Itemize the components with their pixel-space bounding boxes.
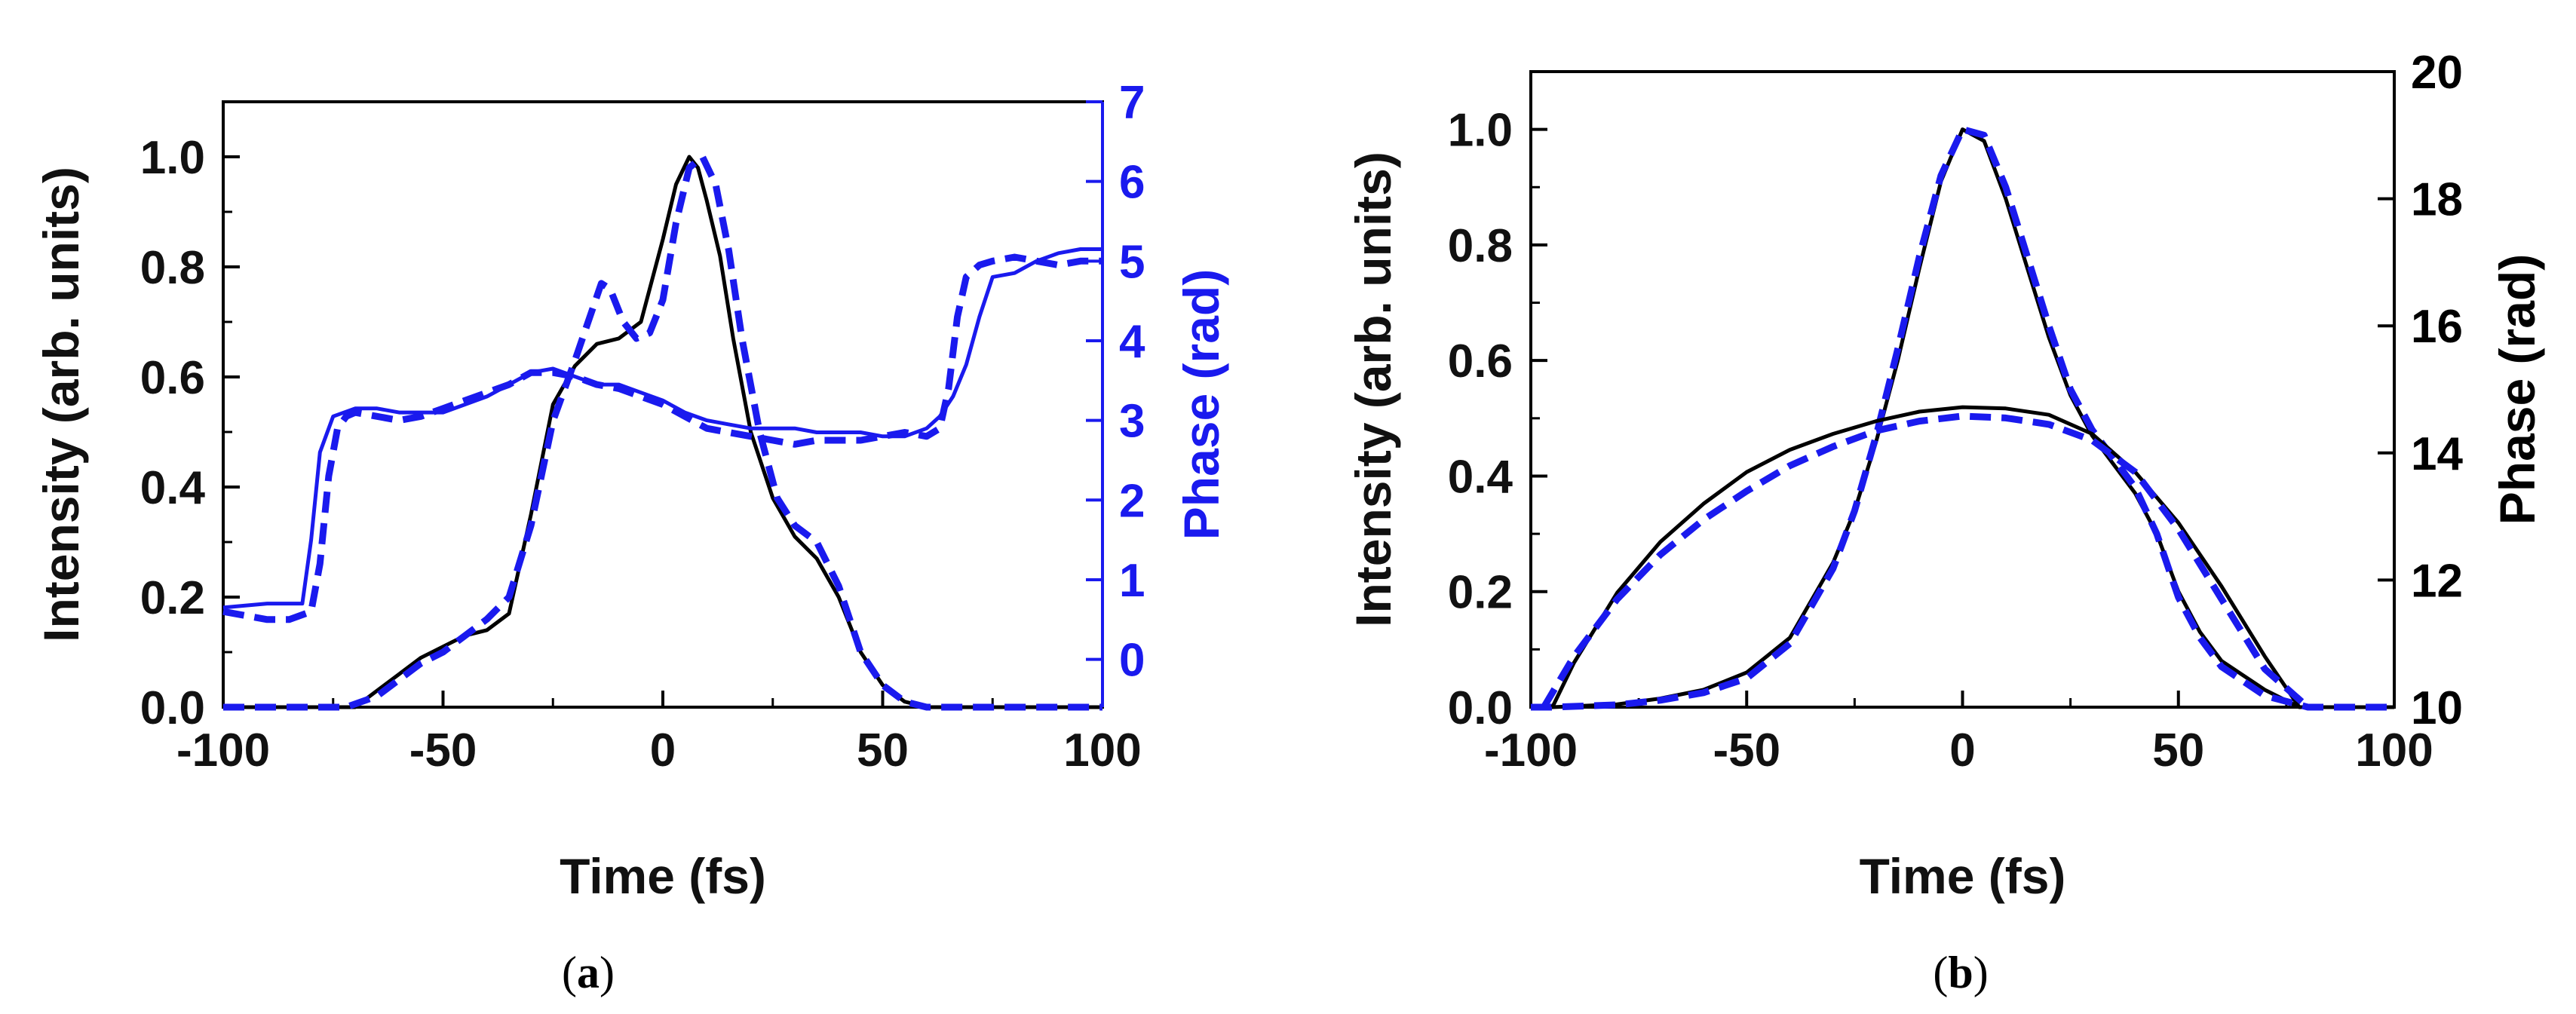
y2-tick-label: 0: [1119, 635, 1145, 687]
y2-tick-label: 5: [1119, 236, 1145, 288]
y2-tick-label: 12: [2411, 555, 2463, 607]
series-phase-solid: [1550, 405, 2302, 709]
panel-a-caption: (a): [562, 948, 615, 997]
y2-tick-label: 18: [2411, 174, 2463, 226]
y2-tick-label: 2: [1119, 475, 1145, 527]
y-tick-label: 1.0: [1448, 105, 1513, 157]
y2-tick-label: 7: [1119, 77, 1145, 129]
series-intensity-dashed: [223, 153, 1102, 711]
y-tick-label: 0.6: [1448, 335, 1513, 388]
y2-tick-label: 16: [2411, 301, 2463, 353]
y-tick-label: 0.2: [140, 572, 205, 624]
x-tick-label: 0: [1949, 725, 1975, 777]
panel-a: -100 -50 0 50 1000.00.20.40.60.81.001234567 …: [33, 77, 1229, 997]
series-intensity-solid: [223, 155, 1102, 709]
series-phase-solid: [222, 247, 1102, 610]
x-tick-label: -50: [1713, 725, 1780, 777]
y2-tick-label: 4: [1119, 316, 1145, 368]
x-tick-label: -100: [1484, 725, 1578, 777]
panel-a-caption-letter: a: [577, 948, 600, 997]
y-tick-label: 0.0: [140, 682, 205, 734]
panel-b-caption: (b): [1933, 948, 1988, 997]
panel-a-series: [222, 153, 1102, 711]
panel-b-y2-axis-label: Phase (rad): [2489, 254, 2545, 525]
y-tick-label: 1.0: [140, 132, 205, 184]
panel-b: -100 -50 0 50 100 0.0 0.2 0.4 0.6 0.8 1.0 10 12 14 16 1…: [1345, 47, 2545, 997]
panel-a-y-axis-label: Intensity (arb. units): [33, 167, 89, 642]
series-intensity-dashed: [1531, 126, 2394, 711]
y-tick-label: 0.4: [140, 462, 206, 514]
panel-b-tick-labels: -100 -50 0 50 100 0.0 0.2 0.4 0.6 0.8 1.0 10 12 14 16 1…: [1448, 47, 2464, 777]
x-tick-label: 0: [650, 725, 676, 777]
y-tick-label: 0.4: [1448, 451, 1513, 503]
panel-b-plot-frame: [1529, 70, 2396, 709]
series-intensity-solid: [1531, 127, 2394, 709]
x-tick-label: 50: [2152, 725, 2204, 777]
y2-tick-label: 1: [1119, 555, 1145, 607]
x-tick-label: 50: [857, 725, 909, 777]
y2-tick-label: 10: [2411, 682, 2463, 734]
panel-a-x-axis-label: Time (fs): [560, 848, 766, 904]
y-tick-label: 0.8: [1448, 220, 1513, 272]
y2-tick-label: 6: [1119, 157, 1145, 209]
y-tick-label: 0.0: [1448, 682, 1513, 734]
panel-a-tick-labels: -100 -50 0 50 100 0.0 0.2 0.4 0.6 0.8 1.0 0 1 2 3 4 5 6 7: [140, 77, 1145, 777]
panel-b-caption-letter: b: [1948, 948, 1973, 997]
y-tick-label: 0.2: [1448, 567, 1513, 619]
y2-tick-label: 20: [2411, 47, 2463, 99]
x-tick-label: -50: [409, 725, 477, 777]
series-phase-dashed: [222, 253, 1102, 623]
series-phase-dashed: [1541, 412, 2311, 710]
panel-b-series: [1531, 126, 2394, 711]
panel-b-ticks: [1529, 70, 2396, 709]
x-tick-label: 100: [1063, 725, 1141, 777]
panel-b-y-axis-label: Intensity (arb. units): [1345, 152, 1401, 627]
panel-b-x-axis-label: Time (fs): [1860, 848, 2066, 904]
x-tick-label: 100: [2355, 725, 2433, 777]
y2-tick-label: 14: [2411, 428, 2463, 480]
y-tick-label: 0.6: [140, 352, 205, 404]
y-tick-label: 0.8: [140, 242, 205, 294]
x-tick-label: -100: [176, 725, 270, 777]
panel-a-y2-axis-label: Phase (rad): [1173, 269, 1229, 540]
y2-tick-label: 3: [1119, 396, 1145, 448]
